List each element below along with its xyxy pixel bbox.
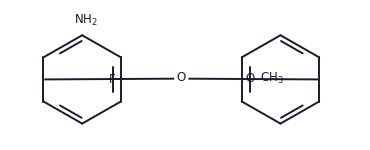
Text: O: O — [245, 72, 255, 85]
Text: F: F — [109, 73, 115, 86]
Text: CH$_3$: CH$_3$ — [260, 71, 284, 86]
Text: O: O — [177, 71, 186, 84]
Text: NH$_2$: NH$_2$ — [74, 13, 98, 28]
